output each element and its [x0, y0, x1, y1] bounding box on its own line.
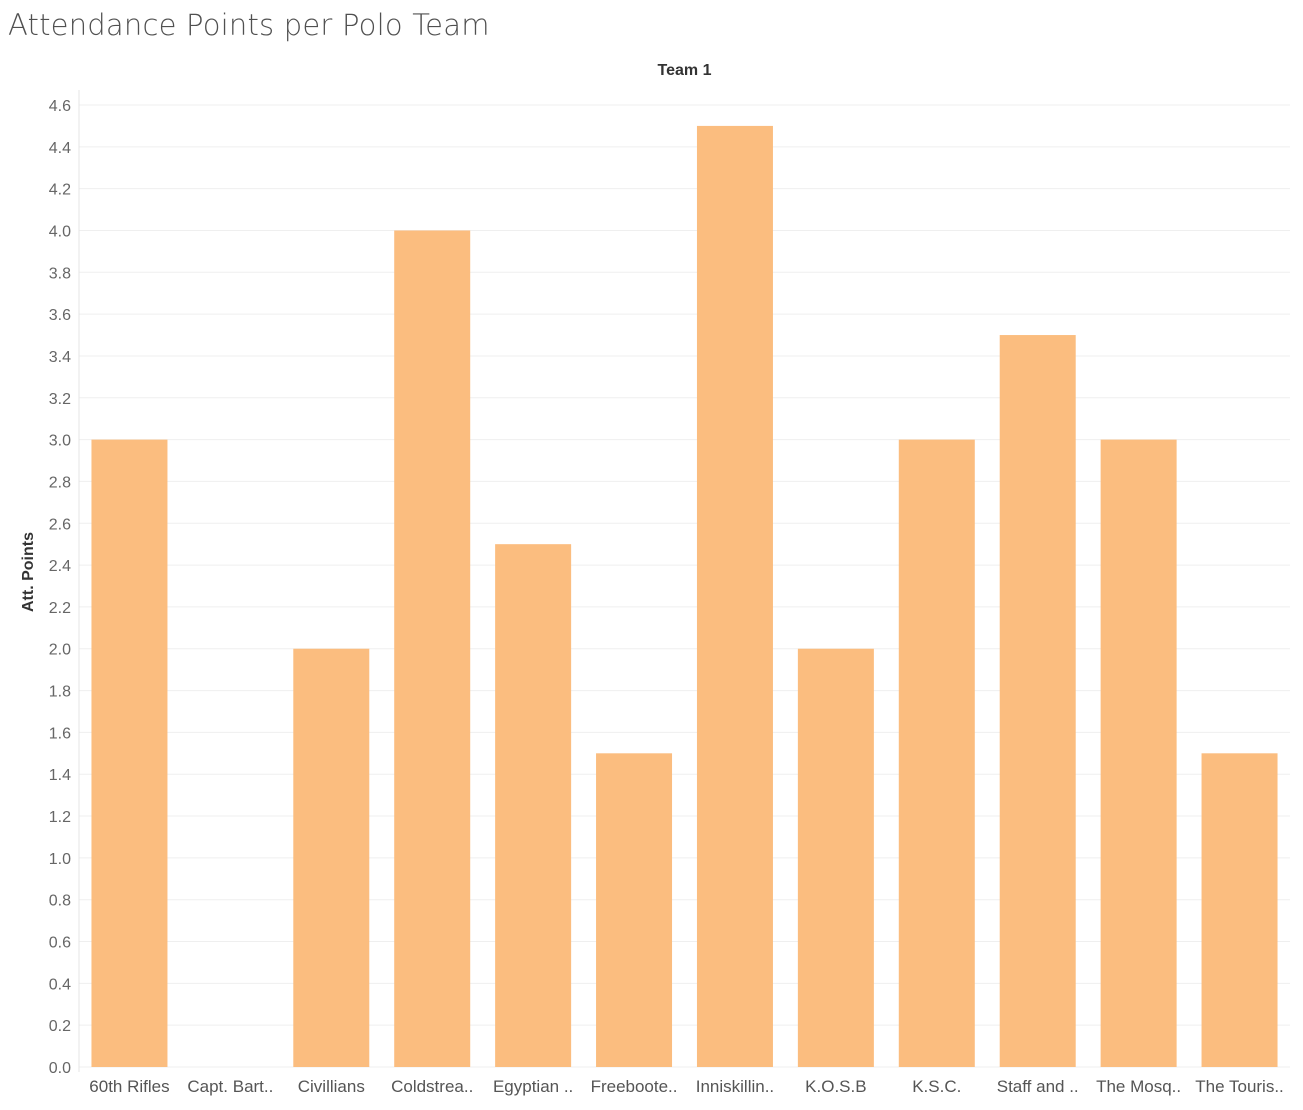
y-axis-title: Att. Points [20, 532, 37, 612]
bar[interactable] [495, 544, 572, 1067]
y-tick-label: 0.8 [49, 893, 71, 910]
x-category-label: The Mosq.. [1096, 1077, 1181, 1096]
y-tick-label: 3.6 [49, 307, 71, 324]
gridlines [79, 104, 1290, 1068]
y-tick-label: 0.6 [49, 935, 71, 952]
y-tick-label: 1.8 [49, 684, 71, 701]
x-category-label: K.S.C. [912, 1077, 961, 1096]
bars [91, 125, 1278, 1068]
x-category-label: Freeboote.. [591, 1077, 678, 1096]
bar[interactable] [394, 230, 471, 1067]
x-axis-categories: 60th Rifles Capt. Bart.. Civillians Coldstr… [89, 1077, 1284, 1096]
y-tick-label: 0.0 [49, 1060, 71, 1077]
chart-title: Attendance Points per Polo Team [8, 8, 490, 42]
x-category-label: Civillians [298, 1077, 365, 1096]
y-tick-label: 4.0 [49, 223, 71, 240]
bar[interactable] [898, 439, 975, 1067]
y-tick-label: 2.4 [49, 558, 71, 575]
y-tick-label: 1.0 [49, 851, 71, 868]
y-tick-label: 4.4 [49, 140, 71, 157]
y-tick-label: 4.6 [49, 98, 71, 115]
y-axis-ticks: 0.0 0.2 0.4 0.6 0.8 1.0 1.2 1.4 1.6 1.8 2.0 2.2 2.4 2… [49, 98, 71, 1077]
bar[interactable] [999, 335, 1076, 1068]
x-category-label: The Touris.. [1195, 1077, 1284, 1096]
bar[interactable] [797, 648, 874, 1067]
y-tick-label: 0.2 [49, 1018, 71, 1035]
x-category-label: Staff and .. [997, 1077, 1079, 1096]
y-tick-label: 1.6 [49, 725, 71, 742]
bar[interactable] [696, 125, 773, 1068]
bar[interactable] [1100, 439, 1177, 1067]
x-category-label: K.O.S.B [805, 1077, 866, 1096]
x-category-label: Egyptian .. [493, 1077, 573, 1096]
y-tick-label: 3.2 [49, 391, 71, 408]
column-header: Team 1 [658, 62, 712, 79]
bar[interactable] [91, 439, 168, 1067]
y-tick-label: 3.0 [49, 433, 71, 450]
y-tick-label: 1.2 [49, 809, 71, 826]
y-tick-label: 0.4 [49, 976, 71, 993]
x-category-label: Inniskillin.. [696, 1077, 774, 1096]
y-tick-label: 2.2 [49, 600, 71, 617]
y-tick-label: 3.8 [49, 265, 71, 282]
y-tick-label: 4.2 [49, 182, 71, 199]
y-tick-label: 3.4 [49, 349, 71, 366]
x-category-label: Capt. Bart.. [187, 1077, 273, 1096]
x-category-label: Coldstrea.. [391, 1077, 473, 1096]
y-tick-label: 2.0 [49, 642, 71, 659]
bar[interactable] [293, 648, 370, 1067]
y-tick-label: 2.8 [49, 474, 71, 491]
y-tick-label: 2.6 [49, 516, 71, 533]
x-category-label: 60th Rifles [89, 1077, 169, 1096]
y-tick-label: 1.4 [49, 767, 71, 784]
bar[interactable] [1201, 753, 1278, 1067]
bar[interactable] [596, 753, 673, 1067]
